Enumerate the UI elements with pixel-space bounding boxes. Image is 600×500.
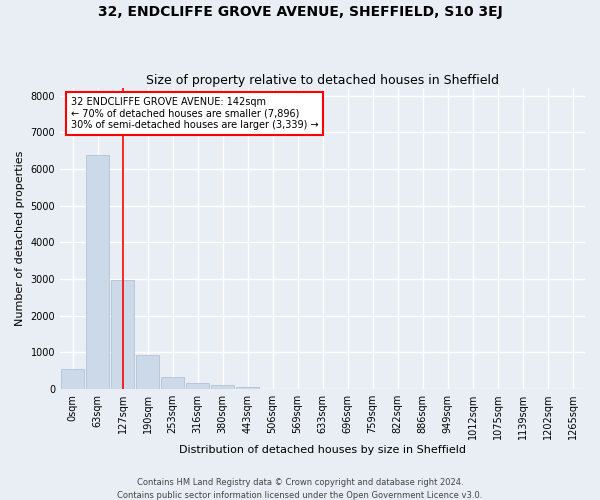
Bar [86,155,109,389]
Bar [186,383,209,389]
X-axis label: Distribution of detached houses by size in Sheffield: Distribution of detached houses by size … [179,445,466,455]
Bar [136,354,159,389]
Bar [161,376,184,389]
Title: Size of property relative to detached houses in Sheffield: Size of property relative to detached ho… [146,74,499,87]
Bar [211,386,234,389]
Bar [61,369,84,389]
Text: Contains HM Land Registry data © Crown copyright and database right 2024.
Contai: Contains HM Land Registry data © Crown c… [118,478,482,500]
Text: 32, ENDCLIFFE GROVE AVENUE, SHEFFIELD, S10 3EJ: 32, ENDCLIFFE GROVE AVENUE, SHEFFIELD, S… [98,5,502,19]
Bar [236,386,259,389]
Bar [111,280,134,389]
Text: 32 ENDCLIFFE GROVE AVENUE: 142sqm
← 70% of detached houses are smaller (7,896)
3: 32 ENDCLIFFE GROVE AVENUE: 142sqm ← 70% … [71,97,318,130]
Y-axis label: Number of detached properties: Number of detached properties [15,151,25,326]
